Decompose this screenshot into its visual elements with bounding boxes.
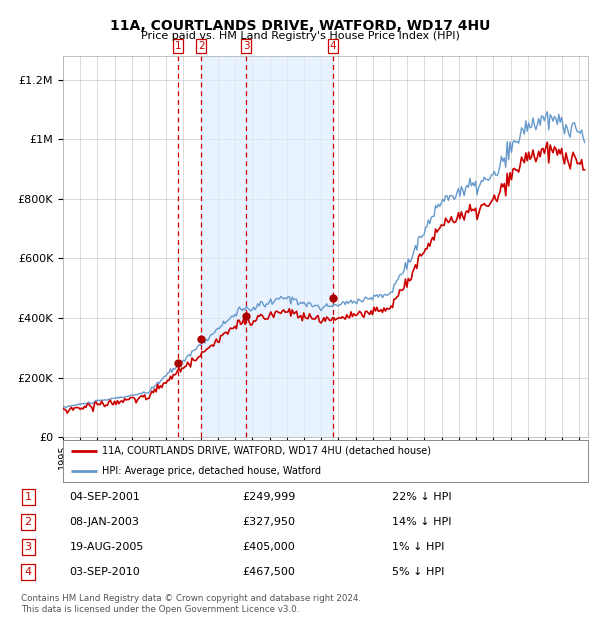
Text: 14% ↓ HPI: 14% ↓ HPI	[392, 517, 452, 527]
Text: 11A, COURTLANDS DRIVE, WATFORD, WD17 4HU: 11A, COURTLANDS DRIVE, WATFORD, WD17 4HU	[110, 19, 490, 33]
Text: Contains HM Land Registry data © Crown copyright and database right 2024.
This d: Contains HM Land Registry data © Crown c…	[21, 595, 361, 614]
Text: £405,000: £405,000	[242, 542, 295, 552]
Text: 1: 1	[25, 492, 32, 502]
Text: 1: 1	[175, 41, 181, 51]
Text: 22% ↓ HPI: 22% ↓ HPI	[392, 492, 452, 502]
Text: 11A, COURTLANDS DRIVE, WATFORD, WD17 4HU (detached house): 11A, COURTLANDS DRIVE, WATFORD, WD17 4HU…	[103, 446, 431, 456]
Text: 2: 2	[198, 41, 205, 51]
Text: 4: 4	[25, 567, 32, 577]
Text: 3: 3	[242, 41, 249, 51]
Text: 3: 3	[25, 542, 32, 552]
Text: 1% ↓ HPI: 1% ↓ HPI	[392, 542, 445, 552]
Text: £249,999: £249,999	[242, 492, 296, 502]
Text: Price paid vs. HM Land Registry's House Price Index (HPI): Price paid vs. HM Land Registry's House …	[140, 31, 460, 41]
Text: HPI: Average price, detached house, Watford: HPI: Average price, detached house, Watf…	[103, 466, 322, 476]
Text: £327,950: £327,950	[242, 517, 295, 527]
Text: £467,500: £467,500	[242, 567, 295, 577]
Text: 03-SEP-2010: 03-SEP-2010	[70, 567, 140, 577]
Text: 4: 4	[329, 41, 336, 51]
Bar	[201, 56, 246, 437]
Text: 19-AUG-2005: 19-AUG-2005	[70, 542, 144, 552]
Text: 04-SEP-2001: 04-SEP-2001	[70, 492, 140, 502]
Text: 5% ↓ HPI: 5% ↓ HPI	[392, 567, 445, 577]
Bar	[246, 56, 333, 437]
Text: 08-JAN-2003: 08-JAN-2003	[70, 517, 139, 527]
Text: 2: 2	[25, 517, 32, 527]
